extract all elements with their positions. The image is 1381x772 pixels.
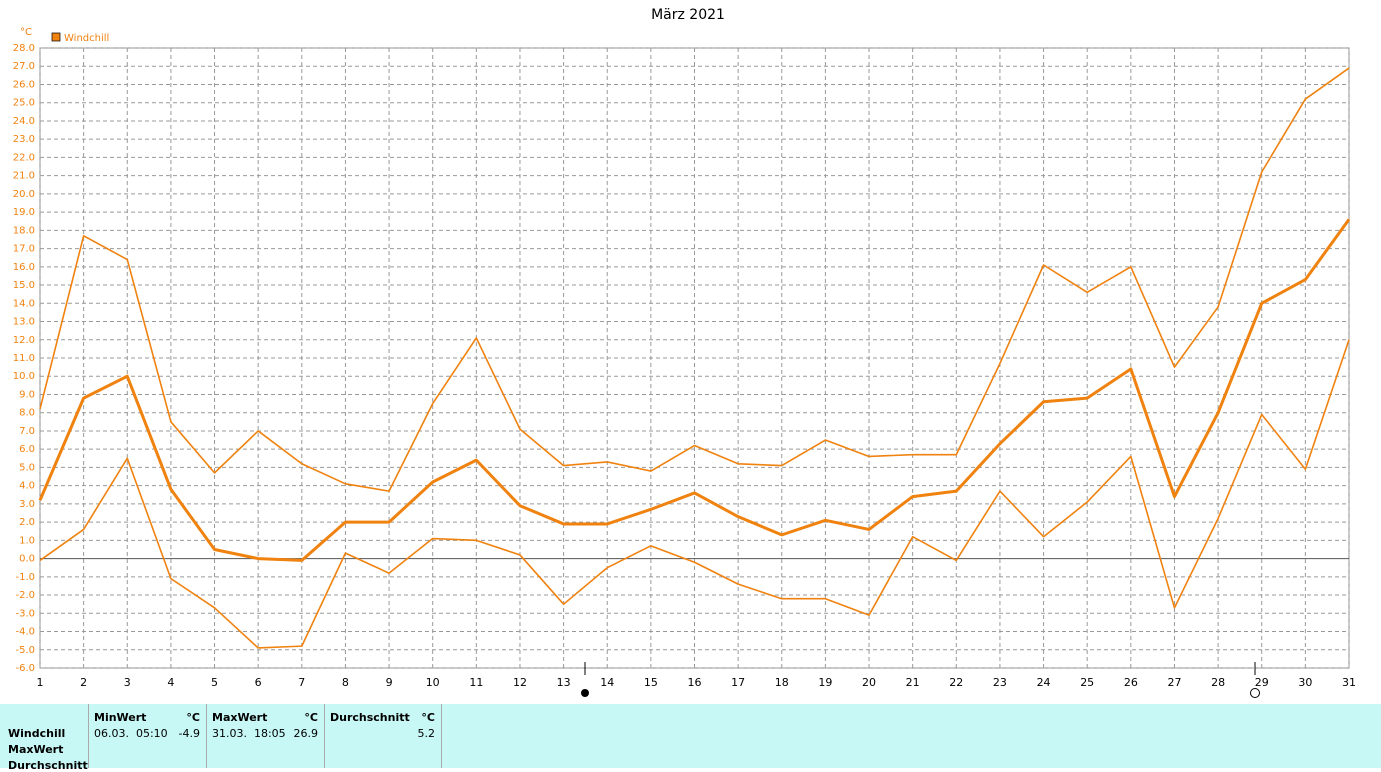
y-tick-label: 25.0 [13, 98, 35, 109]
y-tick-label: 23.0 [13, 134, 35, 145]
y-tick-label: 19.0 [13, 207, 35, 218]
separator [324, 704, 325, 768]
x-tick-label: 30 [1298, 676, 1312, 689]
date: 31.03. 18:05 [212, 727, 286, 740]
legend-swatch [51, 32, 61, 42]
separator [441, 704, 442, 768]
y-tick-label: 26.0 [13, 79, 35, 90]
column-unit: °C [304, 711, 318, 724]
y-tick-label: -4.0 [15, 627, 35, 638]
y-tick-label: 0.0 [19, 554, 35, 565]
x-tick-label: 19 [818, 676, 832, 689]
moon-icon [581, 689, 589, 697]
y-tick-label: 2.0 [19, 517, 35, 528]
date: 06.03. 05:10 [94, 727, 168, 740]
y-tick-label: -6.0 [15, 663, 35, 674]
stats-table: Windchill MaxWert Durchschnitt MinWert °C 06.… [0, 704, 1381, 772]
x-tick-label: 10 [426, 676, 440, 689]
y-tick-label: 5.0 [19, 462, 35, 473]
y-tick-label: 4.0 [19, 481, 35, 492]
y-tick-label: 8.0 [19, 408, 35, 419]
y-tick-label: 11.0 [13, 353, 35, 364]
column-header: MinWert [94, 711, 147, 724]
x-tick-label: 15 [644, 676, 658, 689]
x-tick-label: 9 [386, 676, 393, 689]
x-tick-label: 20 [862, 676, 876, 689]
x-tick-label: 31 [1342, 676, 1356, 689]
x-tick-label: 11 [469, 676, 483, 689]
y-tick-label: 13.0 [13, 317, 35, 328]
separator [206, 704, 207, 768]
y-tick-label: 12.0 [13, 335, 35, 346]
column-header: Durchschnitt [330, 711, 410, 724]
x-tick-label: 14 [600, 676, 614, 689]
x-tick-label: 13 [557, 676, 571, 689]
row-label: Durchschnitt [8, 759, 88, 772]
y-tick-label: 21.0 [13, 171, 35, 182]
y-tick-label: 6.0 [19, 444, 35, 455]
y-tick-label: 9.0 [19, 389, 35, 400]
y-tick-label: 27.0 [13, 61, 35, 72]
x-tick-label: 17 [731, 676, 745, 689]
y-tick-label: 28.0 [13, 43, 35, 54]
x-tick-label: 7 [298, 676, 305, 689]
y-tick-label: 10.0 [13, 371, 35, 382]
x-tick-label: 16 [688, 676, 702, 689]
y-tick-label: -1.0 [15, 572, 35, 583]
series-line [38, 218, 1351, 562]
x-tick-label: 24 [1037, 676, 1051, 689]
x-tick-label: 25 [1080, 676, 1094, 689]
column-unit: °C [421, 711, 435, 724]
y-tick-label: 20.0 [13, 189, 35, 200]
column-header: MaxWert [212, 711, 268, 724]
y-tick-label: -2.0 [15, 590, 35, 601]
x-tick-label: 6 [255, 676, 262, 689]
y-tick-label: 18.0 [13, 225, 35, 236]
y-tick-label: 1.0 [19, 535, 35, 546]
x-tick-label: 18 [775, 676, 789, 689]
side-panel [1351, 0, 1381, 704]
value: -4.9 [178, 727, 200, 740]
series-line [39, 339, 1350, 649]
y-tick-label: -5.0 [15, 645, 35, 656]
x-tick-label: 21 [906, 676, 920, 689]
y-tick-label: -3.0 [15, 608, 35, 619]
x-tick-label: 2 [80, 676, 87, 689]
x-tick-label: 1 [37, 676, 44, 689]
y-tick-label: 22.0 [13, 152, 35, 163]
moon-icon [1250, 688, 1260, 698]
column-unit: °C [186, 711, 200, 724]
row-label: Windchill [8, 727, 66, 740]
separator [88, 704, 89, 768]
x-tick-label: 29 [1255, 676, 1269, 689]
x-tick-label: 12 [513, 676, 527, 689]
x-tick-label: 22 [949, 676, 963, 689]
value: 5.2 [417, 727, 436, 740]
x-tick-label: 8 [342, 676, 349, 689]
y-tick-label: 3.0 [19, 499, 35, 510]
x-tick-label: 23 [993, 676, 1007, 689]
y-tick-label: 16.0 [13, 262, 35, 273]
chart: März 2021 °C Windchill -6.0 -5.0 -4.0 -3.0 -… [12, 0, 1381, 704]
y-tick-label: 14.0 [13, 298, 35, 309]
chart-title: März 2021 [651, 7, 725, 23]
x-tick-label: 28 [1211, 676, 1225, 689]
y-tick-label: 7.0 [19, 426, 35, 437]
x-tick-label: 27 [1167, 676, 1181, 689]
y-tick-label: 24.0 [13, 116, 35, 127]
x-tick-label: 4 [167, 676, 174, 689]
x-tick-label: 26 [1124, 676, 1138, 689]
y-unit: °C [20, 27, 32, 38]
y-tick-label: 17.0 [13, 244, 35, 255]
legend-label: Windchill [64, 33, 109, 44]
row-label: MaxWert [8, 743, 64, 756]
y-tick-label: 15.0 [13, 280, 35, 291]
value: 26.9 [293, 727, 319, 740]
x-tick-label: 3 [124, 676, 131, 689]
x-tick-label: 5 [211, 676, 218, 689]
series-line [39, 67, 1350, 492]
